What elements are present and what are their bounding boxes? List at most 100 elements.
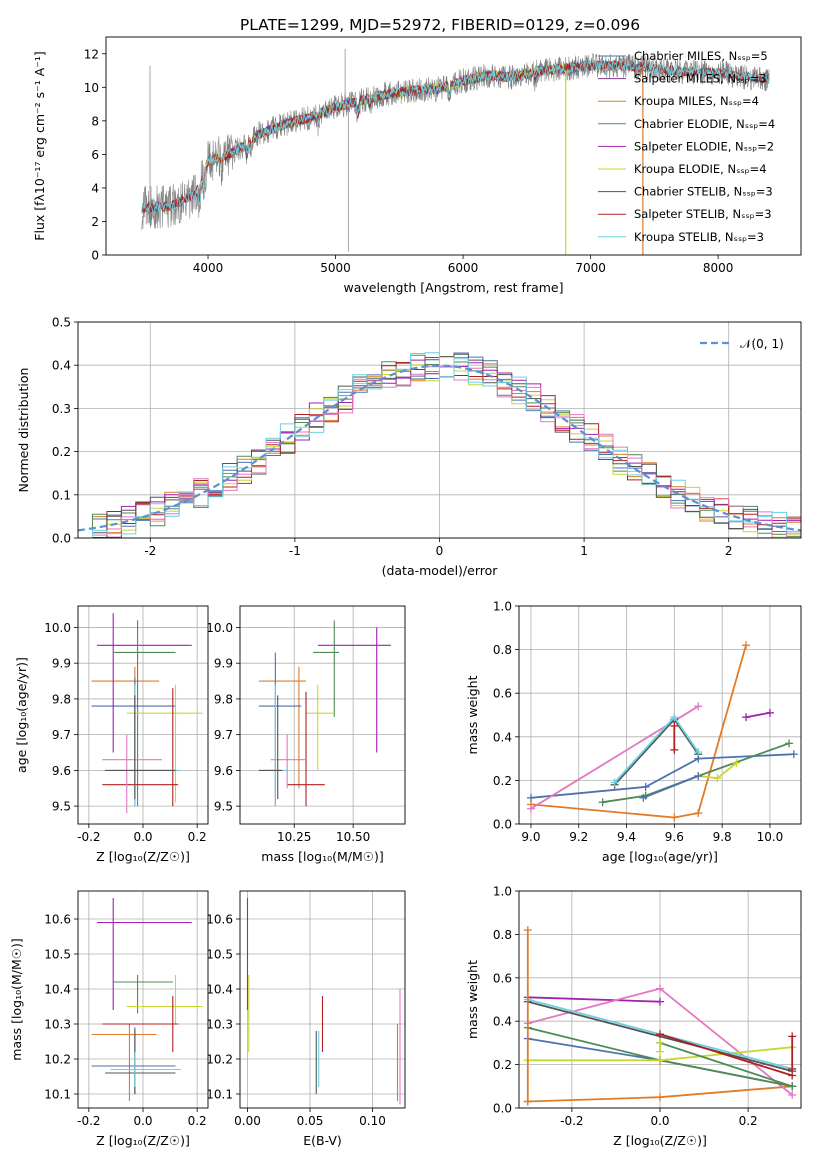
y-tick-label: 2	[91, 215, 99, 229]
chart-mass-vs-ebv: 0.00 0.05 0.10 10.1 10.2 10.3 10.4 10.5 10.6 E(B-…	[206, 890, 406, 1148]
y-tick-label: 0.2	[493, 774, 512, 788]
y-tick-label: 0.0	[52, 532, 71, 546]
y-tick-label: 9.9	[52, 657, 71, 671]
chart-weight-vs-age: 9.0 9.2 9.4 9.6 9.8 10.0 0.0 0.2 0.4 0.6 0.8 1.0 age…	[465, 600, 802, 864]
x-tick-label: 9.6	[665, 830, 684, 844]
y-tick-label: 4	[91, 181, 99, 195]
y-axis-label: mass weight	[465, 960, 480, 1039]
y-axis-label: age [log₁₀(age/yr)]	[14, 657, 29, 773]
chart-residuals: -2 -1 0 1 2 0.0 0.1 0.2 0.3 0.4 0.5 (data-model)/er…	[16, 316, 802, 578]
x-tick-label: 0.0	[133, 1114, 152, 1128]
x-axis-label: Z [log₁₀(Z/Z☉)]	[96, 1133, 190, 1148]
plot-area	[246, 898, 401, 1105]
chart-spectrum: 4000 5000 6000 7000 8000 0 2 4 6 8 10 12 wavelength …	[32, 36, 802, 295]
y-tick-label: 9.6	[52, 764, 71, 778]
weight-line	[659, 1042, 793, 1088]
y-tick-label: 9.9	[214, 657, 233, 671]
axes-frame	[239, 890, 406, 1109]
x-axis-label: E(B-V)	[303, 1133, 342, 1148]
legend-entry: 𝒩(0, 1)	[740, 337, 784, 351]
y-tick-label: 1.0	[493, 600, 512, 614]
model-spectrum-line	[141, 59, 770, 214]
weight-line	[745, 711, 771, 719]
y-tick-label: 10.0	[44, 621, 71, 635]
chart-weight-vs-Z: -0.2 0.0 0.2 0.0 0.2 0.4 0.6 0.8 1.0 Z [log₁₀(Z/Z…	[465, 885, 802, 1148]
plot-area	[91, 898, 203, 1101]
y-tick-label: 10.2	[44, 1053, 71, 1067]
y-tick-label: 10.5	[44, 948, 71, 962]
x-tick-label: -1	[289, 544, 301, 558]
legend-entry: Salpeter ELODIE, Nₛₛₚ=2	[634, 139, 774, 153]
y-tick-label: 10.4	[44, 983, 71, 997]
x-tick-label: 6000	[448, 261, 479, 275]
figure-title: PLATE=1299, MJD=52972, FIBERID=0129, z=0…	[240, 16, 640, 34]
x-axis-label: (data-model)/error	[382, 563, 499, 578]
x-tick-label: 8000	[703, 261, 734, 275]
y-tick-label: 10.4	[206, 983, 233, 997]
legend-entry: Chabrier MILES, Nₛₛₚ=5	[634, 49, 768, 63]
spectrum-legend: Chabrier MILES, Nₛₛₚ=5 Salpeter MILES, Nₛ…	[598, 49, 775, 244]
x-axis-label: Z [log₁₀(Z/Z☉)]	[613, 1133, 707, 1148]
model-spectrum-line	[149, 60, 644, 213]
plot-area	[141, 48, 770, 255]
y-tick-label: 9.7	[52, 728, 71, 742]
y-tick-label: 10.6	[44, 913, 71, 927]
y-tick-label: 6	[91, 148, 99, 162]
y-tick-label: 0.4	[493, 1015, 512, 1029]
legend-entry: Chabrier ELODIE, Nₛₛₚ=4	[634, 117, 775, 131]
y-tick-label: 0.3	[52, 402, 71, 416]
weight-line	[527, 996, 661, 1003]
y-tick-label: 0.2	[493, 1058, 512, 1072]
plot-area	[523, 926, 797, 1106]
y-axis-label: Flux [fλ10⁻¹⁷ erg cm⁻² s⁻¹ A⁻¹]	[32, 51, 47, 240]
plot-area	[258, 620, 391, 807]
y-tick-label: 10.3	[206, 1018, 233, 1032]
axes-frame	[518, 605, 802, 825]
y-axis-label: Normed distribution	[16, 368, 31, 493]
x-axis-label: age [log₁₀(age/yr)]	[602, 849, 718, 864]
x-tick-label: 9.2	[569, 830, 588, 844]
x-tick-label: 10.0	[757, 830, 784, 844]
x-tick-label: 0.2	[188, 830, 207, 844]
y-tick-label: 10.1	[206, 1088, 233, 1102]
x-axis-label: mass [log₁₀(M/M☉)]	[261, 849, 383, 864]
y-tick-label: 0.6	[493, 971, 512, 985]
weight-line	[613, 717, 699, 786]
model-spectrum-line	[149, 59, 644, 213]
axes-frame	[105, 36, 802, 256]
x-tick-label: 9.8	[713, 830, 732, 844]
y-tick-label: 0.5	[52, 316, 71, 330]
legend-entry: Salpeter STELIB, Nₛₛₚ=3	[634, 207, 772, 221]
y-tick-label: 9.5	[52, 800, 71, 814]
plot-area	[526, 641, 798, 822]
y-tick-label: 9.5	[214, 800, 233, 814]
plot-area	[91, 613, 203, 814]
y-tick-label: 0.8	[493, 928, 512, 942]
x-tick-label: -0.2	[77, 1114, 100, 1128]
x-tick-label: 9.0	[521, 830, 540, 844]
legend-entry: Kroupa MILES, Nₛₛₚ=4	[634, 94, 759, 108]
axes-frame	[77, 321, 802, 539]
legend-entry: Salpeter MILES, Nₛₛₚ=3	[634, 72, 767, 86]
y-tick-label: 9.8	[52, 692, 71, 706]
x-axis-label: wavelength [Angstrom, rest frame]	[343, 280, 563, 295]
observed-spectrum-line	[141, 53, 770, 230]
x-axis-label: Z [log₁₀(Z/Z☉)]	[96, 849, 190, 864]
axes-frame	[77, 890, 209, 1109]
chart-age-vs-mass: 10.25 10.50 9.5 9.6 9.7 9.8 9.9 10.0 mass [log₁₀…	[206, 605, 406, 864]
y-tick-label: 0.2	[52, 445, 71, 459]
weight-line	[530, 753, 794, 799]
x-tick-label: 1	[580, 544, 588, 558]
y-tick-label: 0.0	[493, 818, 512, 832]
x-tick-label: 10.25	[277, 830, 311, 844]
y-tick-label: 8	[91, 114, 99, 128]
x-tick-label: -0.2	[77, 830, 100, 844]
histogram-step	[78, 352, 801, 538]
model-spectrum-line	[194, 64, 566, 204]
y-tick-label: 0.0	[493, 1102, 512, 1116]
x-tick-label: 0.2	[739, 1114, 758, 1128]
x-tick-label: 0.00	[234, 1114, 261, 1128]
x-tick-label: 0	[436, 544, 444, 558]
y-tick-label: 0	[91, 249, 99, 263]
